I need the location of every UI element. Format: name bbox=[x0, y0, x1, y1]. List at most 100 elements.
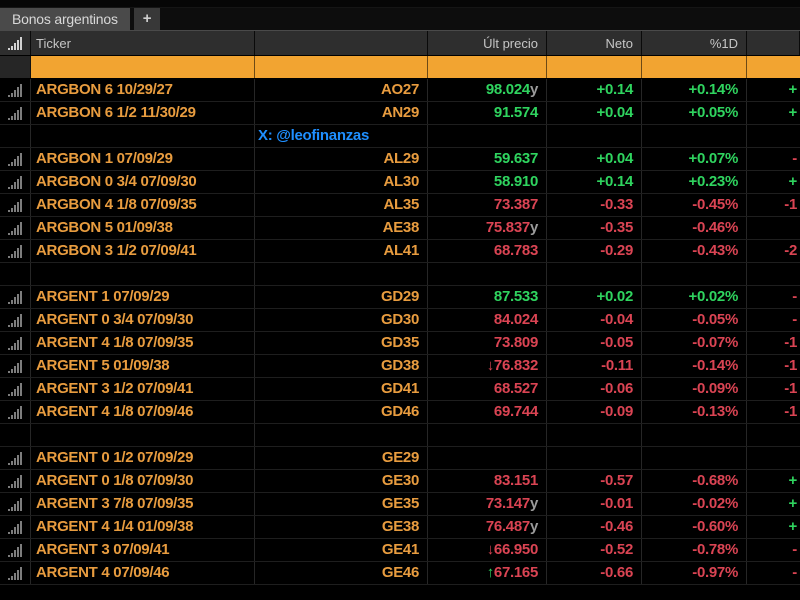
pct-1d-cell: -0.60% bbox=[642, 516, 747, 538]
partial-empty-row bbox=[0, 585, 800, 600]
pct-1d-cell: -0.68% bbox=[642, 470, 747, 492]
pct-1d-cell: -0.78% bbox=[642, 539, 747, 561]
signal-bars-icon bbox=[0, 332, 31, 354]
new-tab-button[interactable]: + bbox=[133, 8, 161, 30]
ticker-name: ARGENT 0 3/4 07/09/30 bbox=[31, 309, 255, 331]
last-price-cell: 84.024 bbox=[428, 309, 547, 331]
last-price-cell: ↓76.832 bbox=[428, 355, 547, 377]
pct-1d-cell: -0.05% bbox=[642, 309, 747, 331]
signal-bars-icon bbox=[0, 493, 31, 515]
ticker-code: AO27 bbox=[255, 79, 428, 101]
column-header-ticker[interactable]: Ticker bbox=[31, 31, 255, 55]
table-row[interactable]: ARGBON 3 1/2 07/09/41 AL41 68.783 -0.29 … bbox=[0, 240, 800, 263]
table-row[interactable]: ARGBON 5 01/09/38 AE38 75.837y -0.35 -0.… bbox=[0, 217, 800, 240]
signal-bars-icon bbox=[0, 539, 31, 561]
ticker-code: GD29 bbox=[255, 286, 428, 308]
pct-1d-cell: +0.05% bbox=[642, 102, 747, 124]
ticker-name: ARGBON 5 01/09/38 bbox=[31, 217, 255, 239]
selected-row[interactable] bbox=[0, 56, 800, 79]
ticker-name: ARGENT 1 07/09/29 bbox=[31, 286, 255, 308]
last-price-cell: 75.837y bbox=[428, 217, 547, 239]
ticker-name: ARGBON 6 1/2 11/30/29 bbox=[31, 102, 255, 124]
ticker-name: ARGBON 3 1/2 07/09/41 bbox=[31, 240, 255, 262]
net-change-cell: -0.46 bbox=[547, 516, 642, 538]
price-direction-arrow-icon: ↓ bbox=[486, 541, 495, 558]
pct-1d-cell: -0.07% bbox=[642, 332, 747, 354]
signal-bars-icon bbox=[0, 171, 31, 193]
ticker-code: AL35 bbox=[255, 194, 428, 216]
last-price-cell: 98.024y bbox=[428, 79, 547, 101]
ticker-code: GD46 bbox=[255, 401, 428, 423]
net-change-cell bbox=[547, 125, 642, 147]
table-row[interactable]: ARGENT 3 07/09/41 GE41 ↓66.950 -0.52 -0.… bbox=[0, 539, 800, 562]
net-change-cell: +0.04 bbox=[547, 148, 642, 170]
pct-1d-cell: -0.13% bbox=[642, 401, 747, 423]
table-row[interactable]: ARGENT 0 1/8 07/09/30 GE30 83.151 -0.57 … bbox=[0, 470, 800, 493]
signal-bars-icon bbox=[0, 79, 31, 101]
column-header-spacer bbox=[255, 31, 428, 55]
ticker-code: GE35 bbox=[255, 493, 428, 515]
ticker-name bbox=[31, 424, 255, 446]
table-row[interactable]: X: @leofinanzas bbox=[0, 125, 800, 148]
cutoff-column-cell: + bbox=[788, 81, 798, 98]
table-row[interactable]: ARGENT 3 1/2 07/09/41 GD41 68.527 -0.06 … bbox=[0, 378, 800, 401]
table-row[interactable]: ARGENT 4 1/8 07/09/46 GD46 69.744 -0.09 … bbox=[0, 401, 800, 424]
table-row[interactable]: ARGENT 4 1/8 07/09/35 GD35 73.809 -0.05 … bbox=[0, 332, 800, 355]
table-row[interactable]: ARGENT 4 07/09/46 GE46 ↑67.165 -0.66 -0.… bbox=[0, 562, 800, 585]
table-row[interactable]: ARGBON 0 3/4 07/09/30 AL30 58.910 +0.14 … bbox=[0, 171, 800, 194]
column-header-pct-1d[interactable]: %1D bbox=[642, 31, 747, 55]
signal-bars-icon bbox=[0, 148, 31, 170]
signal-bars-icon bbox=[0, 562, 31, 584]
net-change-cell: +0.14 bbox=[547, 79, 642, 101]
pct-1d-cell: +0.14% bbox=[642, 79, 747, 101]
table-row[interactable]: ARGBON 6 1/2 11/30/29 AN29 91.574 +0.04 … bbox=[0, 102, 800, 125]
pct-1d-cell: -0.09% bbox=[642, 378, 747, 400]
last-price-cell: 68.527 bbox=[428, 378, 547, 400]
pct-1d-cell: -0.14% bbox=[642, 355, 747, 377]
net-change-cell: -0.29 bbox=[547, 240, 642, 262]
signal-bars-icon bbox=[0, 286, 31, 308]
ticker-name: ARGBON 1 07/09/29 bbox=[31, 148, 255, 170]
ticker-name: ARGBON 4 1/8 07/09/35 bbox=[31, 194, 255, 216]
signal-bars-icon bbox=[0, 263, 31, 285]
table-row[interactable]: ARGENT 4 1/4 01/09/38 GE38 76.487y -0.46… bbox=[0, 516, 800, 539]
net-change-cell: -0.52 bbox=[547, 539, 642, 561]
cutoff-column-cell bbox=[747, 263, 800, 285]
table-row[interactable]: ARGENT 3 7/8 07/09/35 GE35 73.147y -0.01… bbox=[0, 493, 800, 516]
column-header-last-price[interactable]: Últ precio bbox=[428, 31, 547, 55]
net-change-cell: -0.01 bbox=[547, 493, 642, 515]
pct-1d-cell: +0.07% bbox=[642, 148, 747, 170]
table-row[interactable]: ARGBON 1 07/09/29 AL29 59.637 +0.04 +0.0… bbox=[0, 148, 800, 171]
ticker-code: GD38 bbox=[255, 355, 428, 377]
net-change-cell: -0.04 bbox=[547, 309, 642, 331]
net-change-cell: -0.66 bbox=[547, 562, 642, 584]
ticker-code: AE38 bbox=[255, 217, 428, 239]
ticker-code: GE29 bbox=[255, 447, 428, 469]
table-row[interactable]: ARGENT 0 1/2 07/09/29 GE29 bbox=[0, 447, 800, 470]
table-row[interactable]: ARGENT 5 01/09/38 GD38 ↓76.832 -0.11 -0.… bbox=[0, 355, 800, 378]
table-header-row: Ticker Últ precio Neto %1D bbox=[0, 30, 800, 56]
table-row[interactable]: ARGENT 1 07/09/29 GD29 87.533 +0.02 +0.0… bbox=[0, 286, 800, 309]
last-price-cell: 73.809 bbox=[428, 332, 547, 354]
ticker-name: ARGENT 4 1/4 01/09/38 bbox=[31, 516, 255, 538]
cutoff-column-cell: -1 bbox=[784, 334, 797, 351]
ticker-code: AL30 bbox=[255, 171, 428, 193]
pct-1d-cell bbox=[642, 125, 747, 147]
net-change-cell bbox=[547, 447, 642, 469]
tab-bonos-argentinos[interactable]: Bonos argentinos bbox=[0, 8, 130, 30]
table-row[interactable] bbox=[0, 424, 800, 447]
signal-bars-icon bbox=[0, 401, 31, 423]
ticker-code: AN29 bbox=[255, 102, 428, 124]
cutoff-column-cell: + bbox=[788, 173, 798, 190]
table-row[interactable] bbox=[0, 263, 800, 286]
ticker-name: ARGENT 3 1/2 07/09/41 bbox=[31, 378, 255, 400]
table-row[interactable]: ARGBON 4 1/8 07/09/35 AL35 73.387 -0.33 … bbox=[0, 194, 800, 217]
table-row[interactable]: ARGBON 6 10/29/27 AO27 98.024y +0.14 +0.… bbox=[0, 79, 800, 102]
last-price-cell bbox=[428, 125, 547, 147]
net-change-cell bbox=[547, 263, 642, 285]
pct-1d-cell: -0.45% bbox=[642, 194, 747, 216]
last-price-cell: 83.151 bbox=[428, 470, 547, 492]
table-row[interactable]: ARGENT 0 3/4 07/09/30 GD30 84.024 -0.04 … bbox=[0, 309, 800, 332]
column-header-net[interactable]: Neto bbox=[547, 31, 642, 55]
ticker-code: AL29 bbox=[255, 148, 428, 170]
